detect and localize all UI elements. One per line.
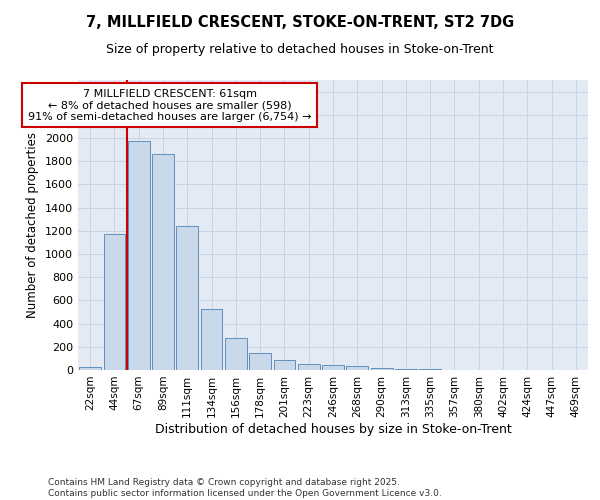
Bar [225, 338, 247, 370]
Bar [200, 309, 223, 370]
Bar [176, 226, 198, 370]
Text: Size of property relative to detached houses in Stoke-on-Trent: Size of property relative to detached ho… [106, 42, 494, 56]
Bar [128, 142, 149, 370]
Text: 7 MILLFIELD CRESCENT: 61sqm
← 8% of detached houses are smaller (598)
91% of sem: 7 MILLFIELD CRESCENT: 61sqm ← 8% of deta… [28, 88, 311, 122]
Bar [152, 154, 174, 370]
Text: Contains HM Land Registry data © Crown copyright and database right 2025.
Contai: Contains HM Land Registry data © Crown c… [48, 478, 442, 498]
Bar [298, 364, 320, 370]
X-axis label: Distribution of detached houses by size in Stoke-on-Trent: Distribution of detached houses by size … [155, 422, 511, 436]
Bar [274, 360, 295, 370]
Bar [371, 368, 392, 370]
Bar [79, 366, 101, 370]
Bar [249, 352, 271, 370]
Bar [104, 234, 125, 370]
Text: 7, MILLFIELD CRESCENT, STOKE-ON-TRENT, ST2 7DG: 7, MILLFIELD CRESCENT, STOKE-ON-TRENT, S… [86, 15, 514, 30]
Bar [322, 366, 344, 370]
Y-axis label: Number of detached properties: Number of detached properties [26, 132, 40, 318]
Bar [346, 366, 368, 370]
